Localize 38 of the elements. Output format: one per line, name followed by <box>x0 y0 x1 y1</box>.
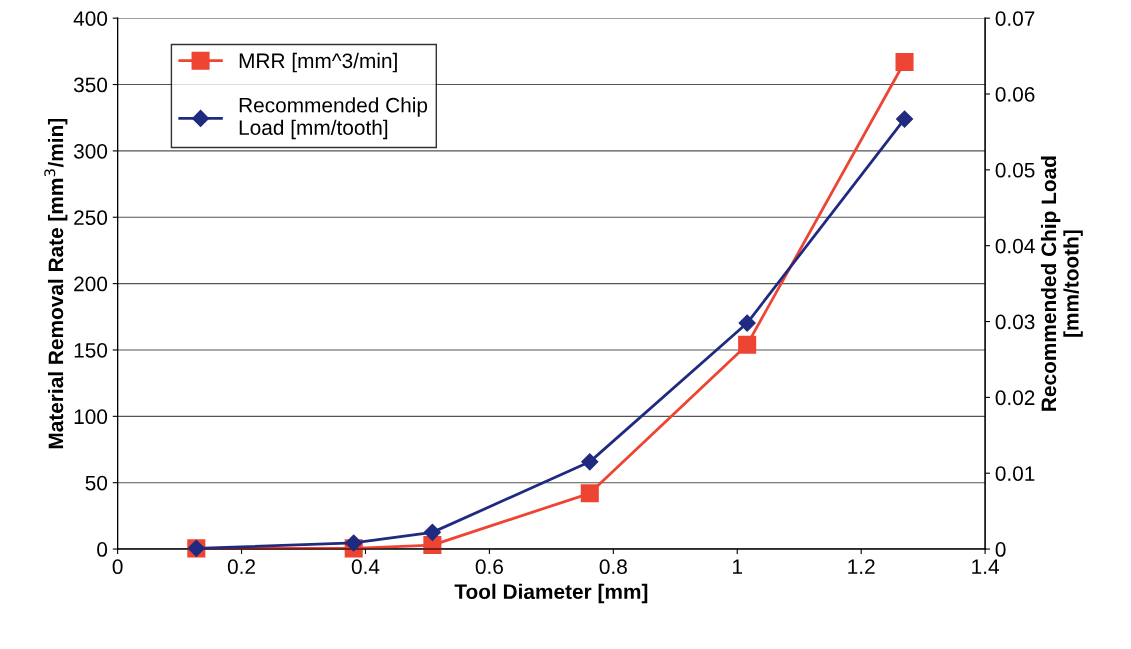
y-tick-label: 100 <box>74 409 108 425</box>
x-tick-label: 0.2 <box>227 559 255 575</box>
y-tick-label: 0 <box>97 542 108 557</box>
y2-tick-label: 0 <box>995 542 1006 557</box>
y-tick-label: 50 <box>85 475 108 491</box>
y-tick-label: 350 <box>73 77 108 93</box>
y2-tick-label: 0.05 <box>995 162 1035 178</box>
point <box>738 314 756 332</box>
x-tick-label: 0 <box>112 559 123 575</box>
y-axis-title: Material Removal Rate [mm$^{3}$/min] <box>44 118 68 449</box>
y2-tick-label: 0.02 <box>995 390 1035 406</box>
legend-label: Recommended Chip Load [mm/tooth] <box>239 97 428 140</box>
point <box>580 484 599 503</box>
y-tick-label: 300 <box>73 143 108 159</box>
point <box>738 335 757 354</box>
y2-tick-label: 0.01 <box>995 466 1035 481</box>
x-tick-label: 0.8 <box>599 559 627 575</box>
y2-tick-label: 0.03 <box>995 314 1035 330</box>
point <box>895 52 914 71</box>
x-tick-label: 0.6 <box>475 559 503 575</box>
legend-label: MRR [mm^3/min] <box>239 52 397 73</box>
y2-tick-label: 0.04 <box>995 238 1035 254</box>
y-tick-label: 400 <box>73 11 108 26</box>
y-tick-label: 250 <box>74 210 108 226</box>
x-tick-label: 1 <box>733 559 743 574</box>
x-axis-title: Tool Diameter [mm] <box>454 583 648 604</box>
x-tick-label: 1.2 <box>848 559 875 574</box>
point <box>423 523 441 541</box>
x-tick-label: 0.4 <box>351 559 380 575</box>
x-tick-label: 1.4 <box>972 559 999 574</box>
y-tick-label: 200 <box>74 276 108 292</box>
point <box>581 453 599 471</box>
y2-tick-label: 0.07 <box>995 11 1035 26</box>
point <box>345 534 363 552</box>
y-tick-label: 150 <box>74 342 108 358</box>
y2-tick-label: 0.06 <box>995 87 1035 102</box>
y2-axis-title: Recommended Chip Load [mm/tooth] <box>1040 156 1083 411</box>
point <box>895 110 914 128</box>
